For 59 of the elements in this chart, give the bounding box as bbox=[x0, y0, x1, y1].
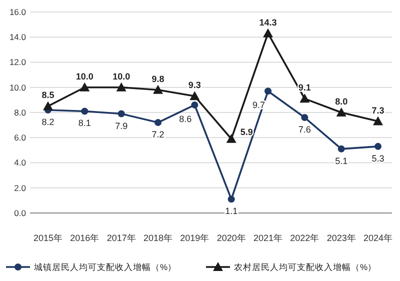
y-tick-label: 10.0 bbox=[9, 82, 26, 92]
data-label: 9.3 bbox=[188, 80, 201, 90]
y-tick-label: 16.0 bbox=[9, 6, 26, 17]
data-label: 7.9 bbox=[115, 120, 128, 131]
point bbox=[153, 84, 163, 94]
y-tick-label: 12.0 bbox=[9, 57, 26, 68]
point bbox=[300, 94, 310, 103]
y-tick-label: 8.0 bbox=[14, 107, 26, 118]
legend-label: 农村居民人均可支配收入增幅（%） bbox=[234, 262, 377, 272]
x-tick-label: 2016年 bbox=[70, 233, 100, 243]
point bbox=[263, 28, 273, 38]
y-tick-label: 14.0 bbox=[9, 32, 26, 42]
x-tick-label: 2017年 bbox=[106, 233, 136, 243]
data-label: 9.8 bbox=[152, 74, 164, 84]
data-label: 8.0 bbox=[335, 96, 348, 106]
x-tick-label: 2019年 bbox=[180, 233, 210, 243]
point bbox=[226, 134, 236, 143]
y-tick-label: 0.0 bbox=[14, 208, 26, 218]
data-label: 14.3 bbox=[259, 17, 277, 28]
data-label: 8.1 bbox=[78, 118, 91, 128]
legend-label: 城镇居民人均可支配收入增幅（%） bbox=[33, 262, 177, 272]
data-label: 7.6 bbox=[298, 124, 311, 135]
point bbox=[116, 82, 126, 92]
x-tick-label: 2015年 bbox=[33, 233, 63, 243]
data-label: 9.1 bbox=[298, 82, 311, 93]
data-label: 8.5 bbox=[42, 90, 54, 100]
point bbox=[191, 101, 198, 108]
point bbox=[81, 108, 88, 115]
data-label: 7.3 bbox=[372, 105, 384, 116]
point bbox=[301, 114, 308, 122]
y-tick-label: 2.0 bbox=[14, 182, 26, 193]
data-label: 5.3 bbox=[372, 153, 384, 164]
x-tick-label: 2023年 bbox=[326, 233, 356, 243]
y-tick-label: 6.0 bbox=[14, 132, 26, 143]
data-label: 8.6 bbox=[179, 114, 192, 124]
data-label: 5.1 bbox=[335, 156, 348, 166]
point bbox=[154, 119, 162, 126]
point bbox=[264, 88, 272, 95]
data-label: 1.1 bbox=[225, 206, 238, 216]
data-label: 10.0 bbox=[76, 71, 94, 82]
point bbox=[338, 145, 345, 152]
x-tick-label: 2022年 bbox=[290, 233, 320, 243]
data-label: 8.2 bbox=[42, 116, 54, 127]
data-label: 7.2 bbox=[152, 130, 164, 140]
point bbox=[373, 116, 383, 126]
y-tick-label: 4.0 bbox=[14, 158, 26, 168]
point bbox=[43, 101, 53, 110]
x-tick-label: 2020年 bbox=[216, 233, 246, 243]
point bbox=[336, 108, 346, 116]
point bbox=[118, 110, 125, 118]
data-label: 5.9 bbox=[240, 126, 253, 137]
point bbox=[228, 196, 235, 203]
x-tick-label: 2024年 bbox=[363, 233, 393, 243]
x-tick-label: 2018年 bbox=[143, 233, 173, 243]
x-tick-label: 2021年 bbox=[253, 233, 283, 243]
data-label: 10.0 bbox=[112, 71, 130, 82]
point bbox=[80, 82, 90, 92]
point bbox=[374, 142, 382, 150]
point bbox=[190, 91, 200, 100]
